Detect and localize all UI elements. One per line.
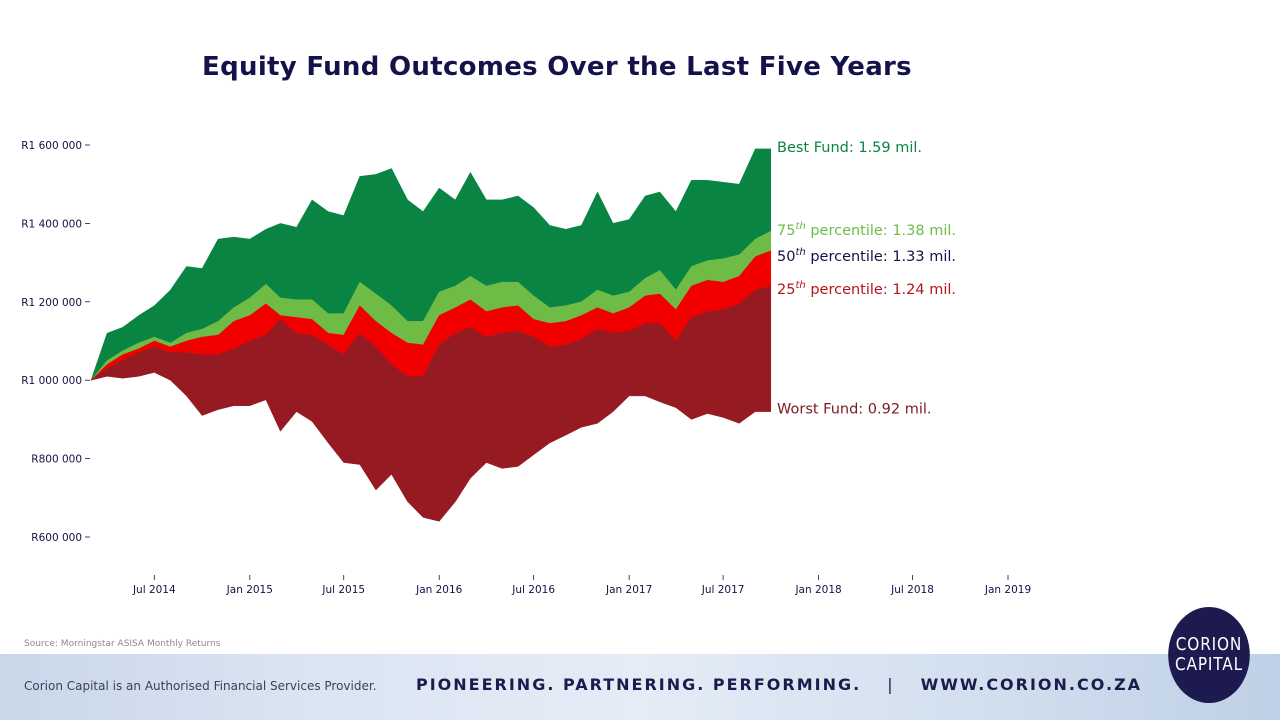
annotation-superscript: th (795, 280, 805, 291)
x-tick-label: Jul 2018 (890, 584, 934, 596)
tagline: PIONEERING. PARTNERING. PERFORMING. | WWW.… (416, 675, 1142, 694)
chart-title: Equity Fund Outcomes Over the Last Five … (202, 52, 912, 82)
annotation-p50: 50th percentile: 1.33 mil. (777, 247, 956, 265)
annotation-p25: 25th percentile: 1.24 mil. (777, 280, 956, 298)
corion-capital-logo: CORION CAPITAL (1168, 607, 1250, 703)
annotation-superscript: th (795, 221, 805, 232)
band-25th-to-worst (90, 285, 772, 522)
y-tick-label: R600 000 (31, 532, 82, 544)
tagline-divider: | (887, 675, 895, 694)
annotation-superscript: th (795, 247, 805, 258)
logo-line-1: CORION (1175, 634, 1243, 655)
x-tick-label: Jan 2015 (226, 584, 273, 596)
x-tick-label: Jul 2016 (511, 584, 555, 596)
y-tick-label: R1 200 000 (21, 297, 82, 309)
annotation-text: percentile: 1.24 mil. (806, 282, 956, 298)
footer-band: Corion Capital is an Authorised Financia… (0, 654, 1280, 720)
x-axis: Jul 2014 Jan 2015 Jul 2015 Jan 2016 Jul 2016… (132, 575, 1031, 596)
chart-areas (90, 148, 772, 522)
annotation-p75: 75th percentile: 1.38 mil. (777, 221, 956, 239)
y-tick-label: R1 000 000 (21, 375, 82, 387)
x-tick-label: Jul 2015 (321, 584, 365, 596)
chart-svg: R600 000 R800 000 R1 000 000 R1 200 000 R1 4… (21, 140, 1031, 596)
x-tick-label: Jan 2019 (984, 584, 1031, 596)
y-tick-label: R800 000 (31, 454, 82, 466)
x-tick-label: Jan 2016 (415, 584, 463, 596)
annotation-ordinal: 25 (777, 282, 795, 298)
annotation-text: percentile: 1.38 mil. (806, 223, 956, 239)
chart-annotations: Best Fund: 1.59 mil.75th percentile: 1.3… (777, 140, 956, 418)
x-tick-label: Jul 2014 (132, 584, 176, 596)
logo-line-2: CAPITAL (1175, 654, 1243, 675)
fsp-note: Corion Capital is an Authorised Financia… (24, 679, 377, 693)
y-tick-label: R1 400 000 (21, 218, 82, 230)
tagline-text: PIONEERING. PARTNERING. PERFORMING. (416, 675, 862, 694)
annotation-ordinal: 75 (777, 223, 795, 239)
annotation-best: Best Fund: 1.59 mil. (777, 140, 922, 156)
x-tick-label: Jan 2018 (794, 584, 841, 596)
annotation-ordinal: 50 (777, 249, 795, 265)
y-tick-label: R1 600 000 (21, 140, 82, 152)
source-note: Source: Morningstar ASISA Monthly Return… (24, 639, 221, 649)
x-tick-label: Jul 2017 (701, 584, 745, 596)
annotation-worst: Worst Fund: 0.92 mil. (777, 402, 931, 418)
annotation-text: percentile: 1.33 mil. (806, 249, 956, 265)
website-link[interactable]: WWW.CORION.CO.ZA (920, 675, 1143, 694)
x-tick-label: Jan 2017 (605, 584, 652, 596)
y-axis: R600 000 R800 000 R1 000 000 R1 200 000 R1 4… (21, 140, 90, 544)
